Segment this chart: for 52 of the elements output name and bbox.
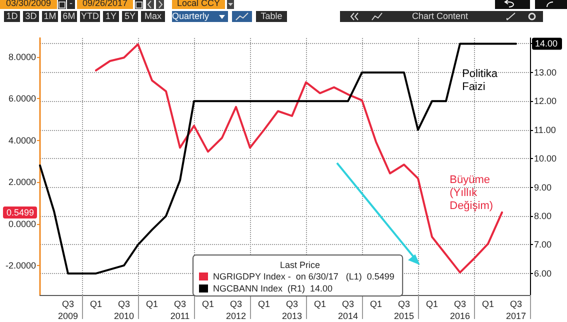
x-tick-label: Q1 [370, 299, 382, 309]
text: Chart Content [380, 11, 500, 22]
y2-tick-label: 11.00 [534, 124, 556, 135]
text: 5Y [122, 11, 138, 22]
x-tick-label: Q1 [202, 299, 214, 309]
x-tick-label: Q3 2012 [226, 299, 246, 321]
y2-tick-label: 6.00 [534, 268, 552, 278]
x-tick-label: Q3 2013 [282, 299, 302, 321]
text: 14.00 [535, 38, 558, 49]
y-tick-label: -2.0000 [5, 260, 36, 271]
text: YTD [80, 11, 100, 22]
y-tick-label: 0.0000 [8, 218, 36, 229]
x-tick-label: Q1 [90, 299, 102, 309]
y2-tick-label: 9.00 [534, 182, 552, 192]
y2-tick-label: 13.00 [534, 67, 557, 78]
text: 1Y [103, 11, 119, 22]
legend-title: Last Price [280, 260, 320, 270]
x-tick-label: Q3 2010 [114, 299, 134, 321]
x-tick-label: Q3 2014 [338, 299, 358, 321]
y2-tick-label: 10.00 [534, 154, 557, 164]
line-series [39, 42, 517, 274]
y2-tick-label: 8.00 [534, 211, 552, 222]
text: 1D [4, 11, 20, 22]
text: 1M [42, 11, 58, 22]
text: Max [141, 11, 165, 22]
annotation: Politika Faizi [462, 68, 498, 93]
x-tick-label: Q1 [146, 299, 158, 309]
x-tick-label: Q3 2011 [170, 299, 190, 321]
x-tick-label: Q1 [314, 299, 326, 309]
annotation: Büyüme (Yıllık Değişim) [450, 174, 494, 212]
text: Table [256, 11, 287, 22]
y-tick-label: 8.0000 [8, 52, 36, 62]
y-tick-label: 6.0000 [8, 94, 36, 104]
y-tick-label: 4.0000 [8, 135, 36, 146]
x-tick-label: Q3 2017 [506, 299, 526, 321]
x-tick-label: Q3 2016 [450, 299, 470, 321]
legend-label: NGCBANN Index (R1) 14.00 [213, 284, 333, 294]
legend-label: NGRIGDPY Index - on 6/30/17 (L1) 0.5499 [213, 272, 394, 282]
text: 0.5499 [6, 207, 34, 218]
x-tick-label: Q1 [426, 299, 438, 309]
line-series [95, 43, 503, 274]
text: 3D [23, 11, 39, 22]
x-tick-label: Q1 [258, 299, 270, 309]
y2-tick-label: 7.00 [534, 240, 552, 250]
x-tick-label: Q1 [482, 299, 494, 309]
y2-tick-label: 12.00 [534, 96, 557, 106]
text: Quarterly [172, 11, 228, 22]
x-tick-label: Q3 2015 [394, 299, 414, 321]
text: 6M [61, 11, 77, 22]
y-tick-label: 2.0000 [8, 177, 36, 188]
text: - [67, 0, 75, 9]
x-tick-label: Q3 2009 [58, 299, 78, 321]
